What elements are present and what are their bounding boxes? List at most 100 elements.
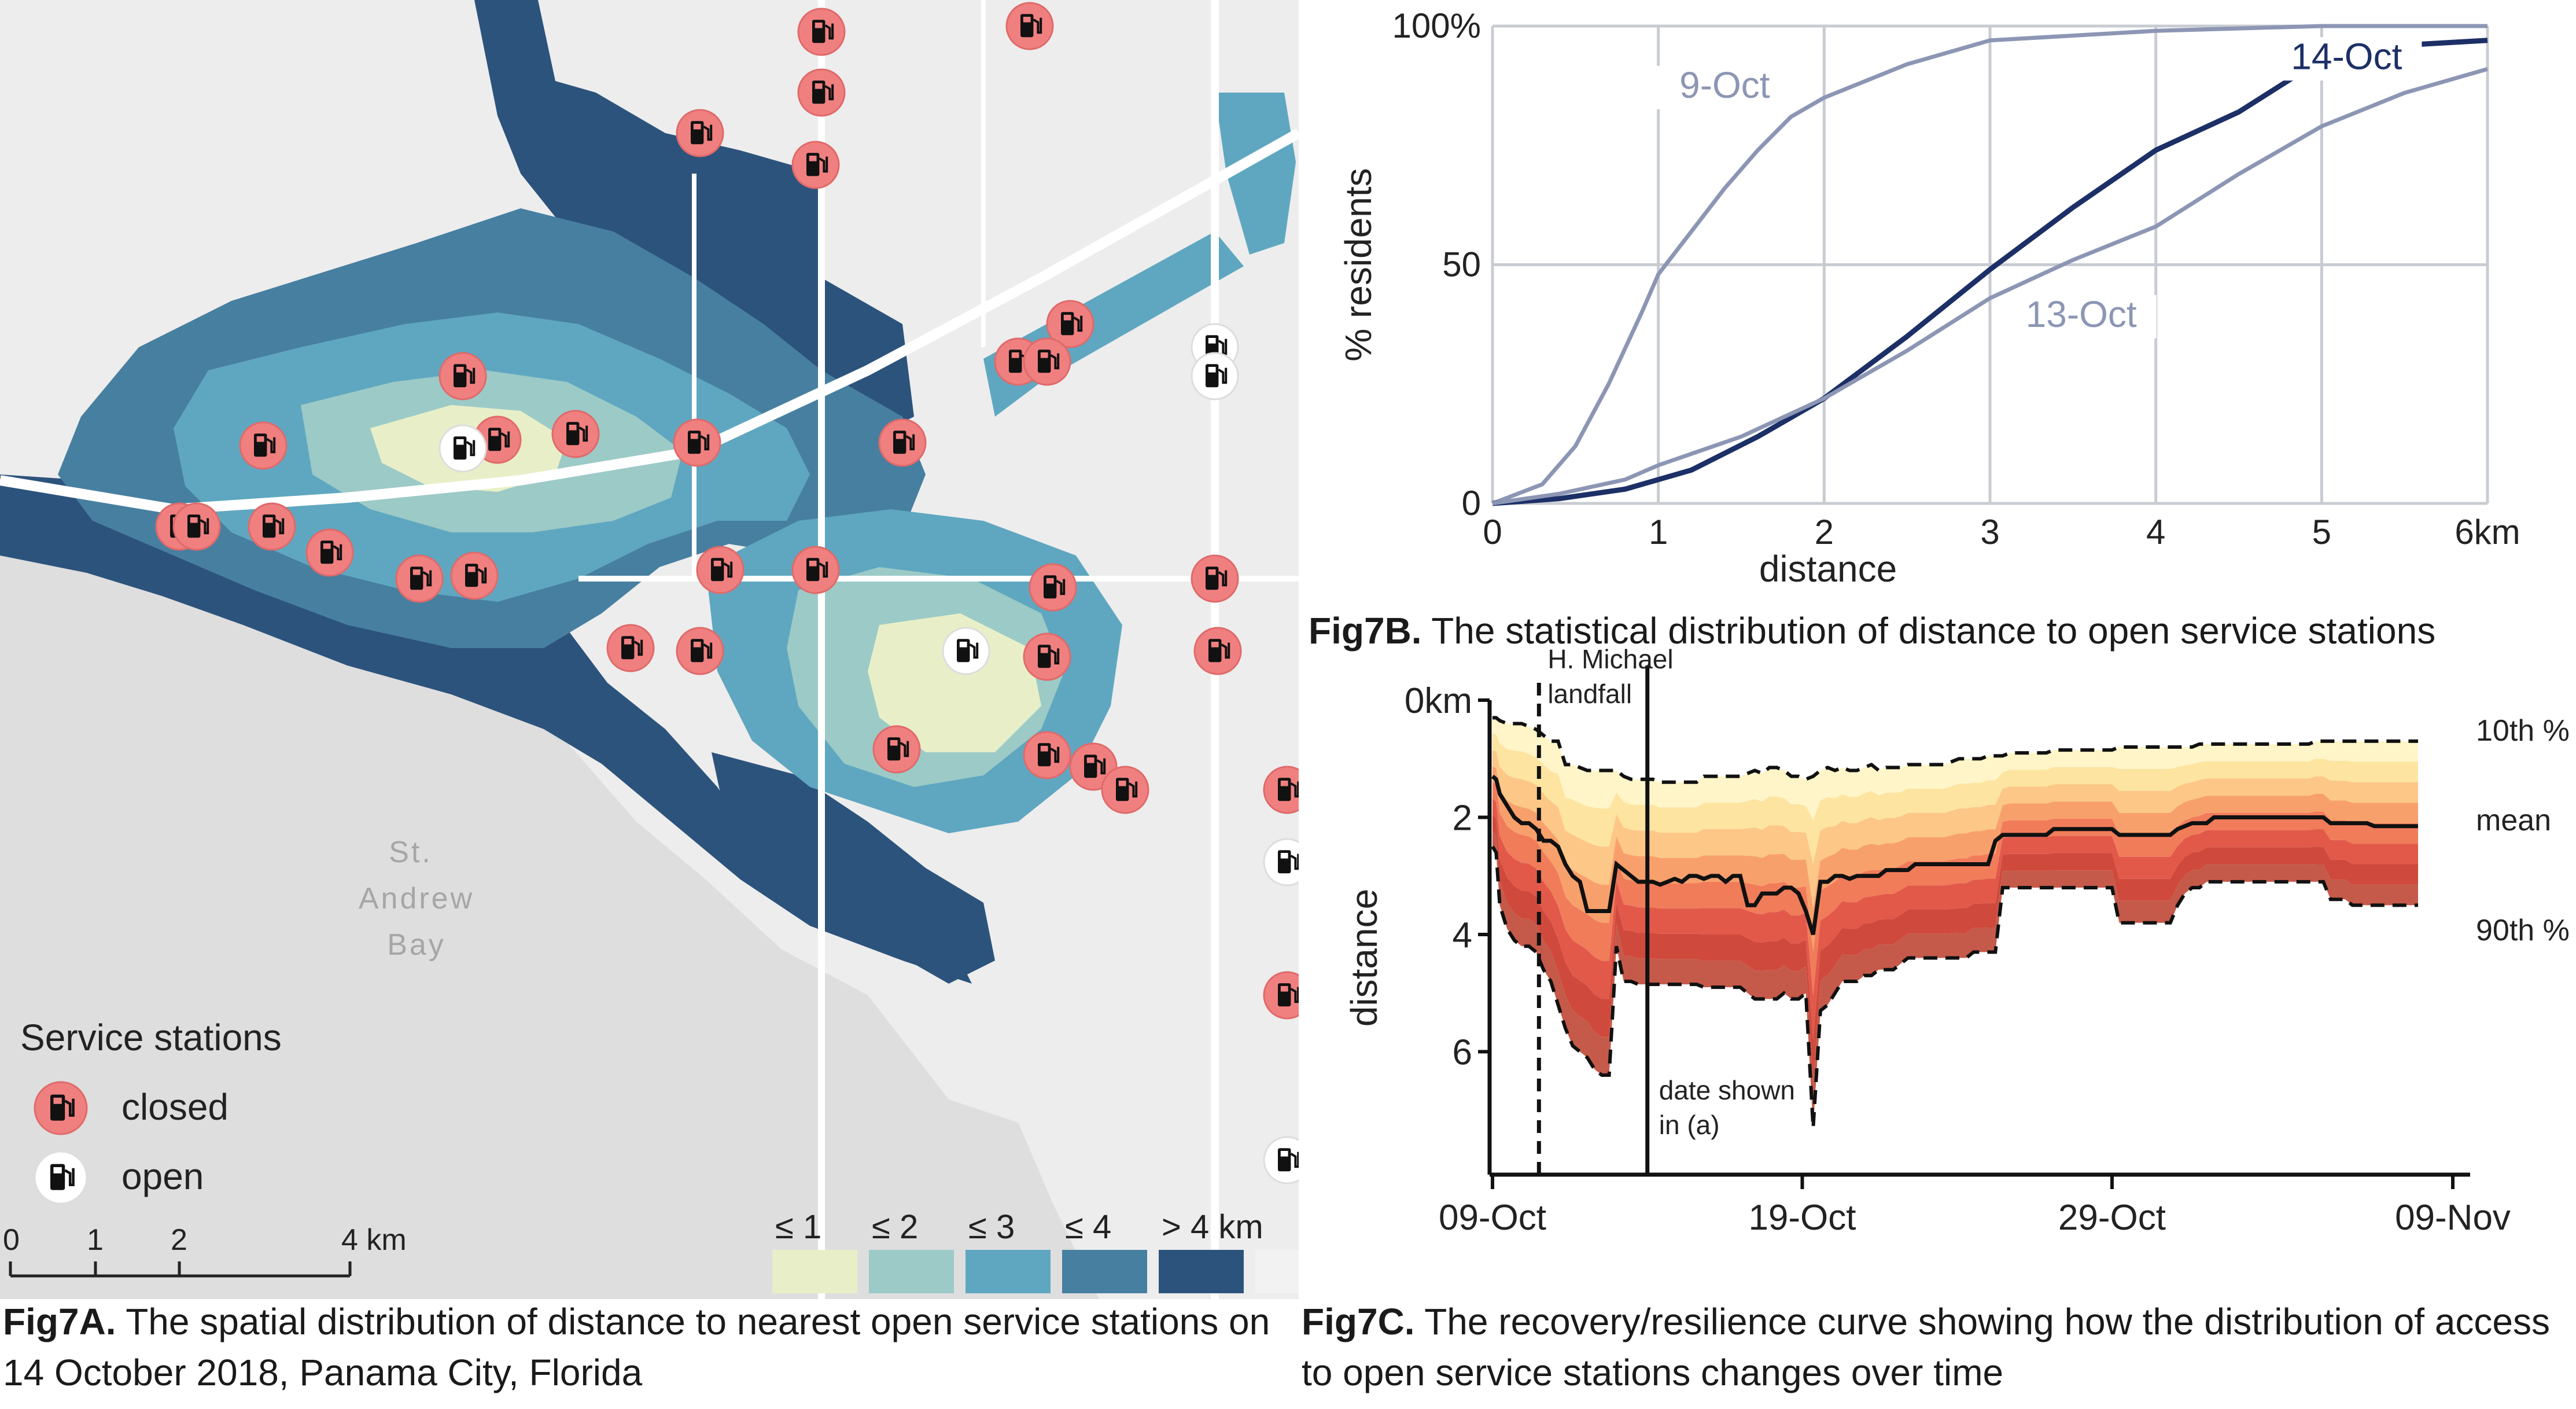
open-station-marker xyxy=(34,1150,88,1205)
closed-station-marker xyxy=(1191,554,1239,603)
color-legend-label: ≤ 1 xyxy=(775,1208,821,1246)
svg-text:2: 2 xyxy=(171,1223,187,1257)
fig7c-caption-text: The recovery/resilience curve showing ho… xyxy=(1302,1301,2550,1393)
legend-closed-label: closed xyxy=(121,1086,229,1128)
color-legend-label: > 4 km xyxy=(1162,1208,1263,1246)
open-station-marker xyxy=(1263,838,1299,886)
svg-text:Andrew: Andrew xyxy=(359,882,474,915)
series-line-9-Oct xyxy=(1491,24,2487,506)
date-shown-annotation: in (a) xyxy=(1659,1110,1720,1140)
closed-station-marker xyxy=(797,8,846,56)
y-tick-label: 100% xyxy=(1392,6,1481,45)
percentile-band xyxy=(1492,766,2418,952)
y-tick-label: 4 xyxy=(1453,915,1472,955)
closed-station-marker xyxy=(676,627,724,675)
x-tick-label: 19-Oct xyxy=(1748,1198,1856,1238)
closed-station-marker xyxy=(696,546,745,594)
color-legend-swatch xyxy=(965,1250,1051,1293)
x-tick-label: 29-Oct xyxy=(2058,1198,2166,1238)
right-series-label: 90th % xyxy=(2476,914,2570,947)
color-legend-label: ≤ 2 xyxy=(872,1208,918,1246)
region-northeast-strip xyxy=(1215,93,1296,255)
y-tick-label: 2 xyxy=(1453,799,1472,838)
color-legend-label: ≤ 3 xyxy=(968,1208,1015,1246)
closed-station-marker xyxy=(676,109,724,157)
fig7c-caption-bold: Fig7C. xyxy=(1302,1301,1415,1342)
fig7a-caption: Fig7A. The spatial distribution of dista… xyxy=(3,1296,1276,1398)
closed-station-marker xyxy=(1023,337,1071,386)
color-legend-swatch xyxy=(1159,1250,1244,1293)
percentile-band xyxy=(1492,814,2418,1084)
x-tick-label: 09-Nov xyxy=(2395,1198,2511,1238)
x-tick-label: 3 xyxy=(1980,513,1999,551)
color-legend-swatch xyxy=(1062,1250,1147,1293)
series-label-14-Oct: 14-Oct xyxy=(2291,35,2402,77)
station-legend-title: Service stations xyxy=(20,1017,282,1058)
percentile-band xyxy=(1492,750,2418,908)
fig7a-caption-bold: Fig7A. xyxy=(3,1301,116,1342)
fig7b-caption-text: The statistical distribution of distance… xyxy=(1431,610,2436,652)
closed-station-marker xyxy=(395,554,444,603)
water-label: St. Andrew Bay xyxy=(359,836,474,962)
closed-station-marker xyxy=(872,725,921,774)
distance-cdf-chart: 0 1 2 3 4 5 6km 0 50 100% distance % residents 9-Oct… xyxy=(1337,6,2520,590)
scale-bar-labels: 0 1 2 4 km xyxy=(3,1223,407,1257)
x-tick-label: 2 xyxy=(1815,513,1834,551)
p90-line xyxy=(1491,845,2418,1128)
right-series-label: mean xyxy=(2476,804,2551,837)
closed-station-marker xyxy=(791,141,840,189)
legend-open-label: open xyxy=(121,1156,204,1197)
svg-text:0: 0 xyxy=(3,1223,20,1257)
closed-station-marker xyxy=(606,624,655,672)
resilience-curve-chart: 0km 2 4 6 09-Oct 19-Oct 29-Oct 09-Nov distance H.… xyxy=(1343,648,2570,1238)
x-tick-label: 4 xyxy=(2146,513,2165,551)
open-station-marker xyxy=(1263,1136,1299,1184)
closed-station-marker xyxy=(1046,300,1094,348)
series-label-background xyxy=(1649,65,1800,109)
closed-station-marker xyxy=(551,410,600,458)
fig7a-caption-text: The spatial distribution of distance to … xyxy=(3,1301,1270,1393)
scale-bar xyxy=(9,1261,352,1278)
percentile-band xyxy=(1492,798,2418,1040)
svg-text:1: 1 xyxy=(87,1223,104,1257)
closed-station-marker xyxy=(1005,2,1054,50)
distance-color-legend: ≤ 1 ≤ 2 ≤ 3 ≤ 4 > 4 km xyxy=(772,1208,1299,1293)
x-axis-label: distance xyxy=(1759,548,1897,590)
y-tick-label: 50 xyxy=(1442,245,1481,284)
open-station-marker xyxy=(1191,352,1239,400)
x-tick-label: 5 xyxy=(2312,513,2331,551)
percentile-band xyxy=(1492,718,2418,821)
closed-station-marker xyxy=(1263,971,1299,1020)
series-label-background xyxy=(2006,295,2157,339)
closed-station-marker xyxy=(450,551,499,600)
fig7b-caption: Fig7B. The statistical distribution of d… xyxy=(1309,605,2570,656)
fig7c-caption: Fig7C. The recovery/resilience curve sho… xyxy=(1302,1296,2574,1398)
station-markers xyxy=(155,2,1299,1184)
landfall-annotation: landfall xyxy=(1547,679,1632,709)
service-station-map: St. Andrew Bay Service stations closed o… xyxy=(0,0,1299,1299)
closed-station-marker xyxy=(797,68,846,117)
closed-station-marker xyxy=(34,1081,88,1135)
closed-station-marker xyxy=(1263,766,1299,814)
closed-station-marker xyxy=(172,502,221,551)
open-station-marker xyxy=(438,424,487,473)
closed-station-marker xyxy=(1023,632,1071,681)
svg-text:4 km: 4 km xyxy=(341,1223,407,1257)
closed-station-marker xyxy=(791,546,840,594)
y-tick-label: 6 xyxy=(1453,1033,1472,1073)
region-west-peninsula xyxy=(0,474,972,984)
percentile-bands xyxy=(1492,718,2418,1128)
x-tick-label: 1 xyxy=(1649,513,1668,551)
region-east-band-1 xyxy=(868,613,1041,752)
closed-station-marker xyxy=(1029,563,1077,612)
station-legend: Service stations closed open xyxy=(20,1017,282,1205)
right-series-label: 10th % xyxy=(2476,714,2570,748)
color-legend-swatch xyxy=(869,1250,954,1293)
y-tick-label: 0 xyxy=(1462,484,1481,523)
p10-line xyxy=(1492,716,2418,784)
closed-station-marker xyxy=(305,528,354,577)
legend-open-marker xyxy=(34,1150,88,1205)
closed-station-marker xyxy=(248,502,296,551)
series-label-13-Oct: 13-Oct xyxy=(2026,293,2137,335)
mean-line xyxy=(1491,774,2418,936)
